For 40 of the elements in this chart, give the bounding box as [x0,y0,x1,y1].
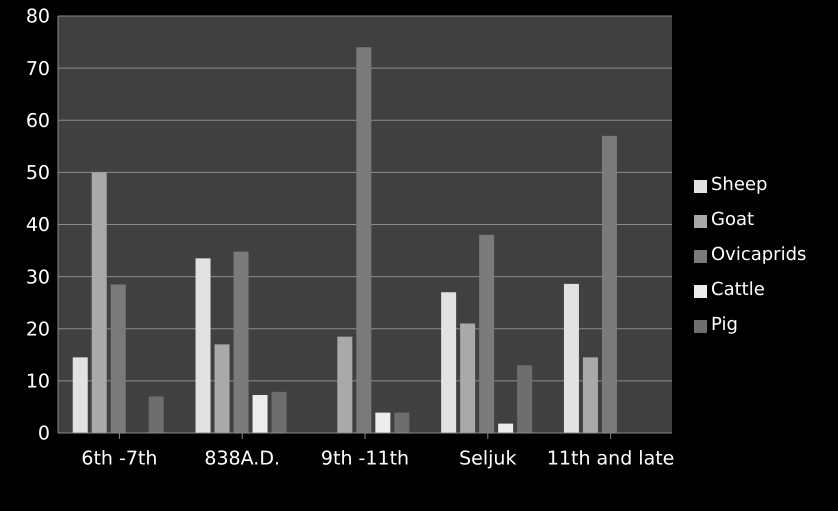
x-tick-label: 6th -7th [81,447,158,470]
bar [72,357,88,433]
y-tick-label: 50 [26,162,50,184]
bar [498,424,514,433]
bar [375,412,390,433]
bar [252,394,268,433]
bar [582,357,598,433]
legend-label: Cattle [711,279,765,300]
bar [196,258,211,433]
bar [92,172,107,433]
y-tick-label: 30 [26,266,50,288]
bar [441,292,456,433]
bar [517,365,532,433]
bar [272,392,287,433]
x-tick-label: 11th and late [546,447,674,470]
bar [148,396,164,433]
bar [460,324,476,433]
bar [394,412,410,433]
bar [356,47,372,433]
bar [602,136,617,433]
x-tick-label: Seljuk [459,447,516,470]
legend-label: Pig [711,314,738,335]
y-tick-label: 10 [26,370,50,393]
legend-label: Sheep [711,174,768,195]
bar [564,284,579,433]
bar [337,336,352,433]
y-tick-label: 60 [26,110,50,132]
y-tick-label: 70 [26,58,50,80]
y-tick-label: 40 [26,214,50,236]
bar [214,344,230,433]
bar [234,252,249,433]
y-tick-label: 80 [26,6,50,28]
legend-label: Goat [711,209,754,230]
y-tick-label: 0 [38,422,50,445]
x-tick-label: 838A.D. [204,447,280,470]
x-tick-label: 9th -11th [320,447,410,470]
bar [110,284,126,433]
y-tick-label: 20 [26,318,50,340]
bar [479,234,494,433]
legend-label: Ovicaprids [711,244,806,265]
